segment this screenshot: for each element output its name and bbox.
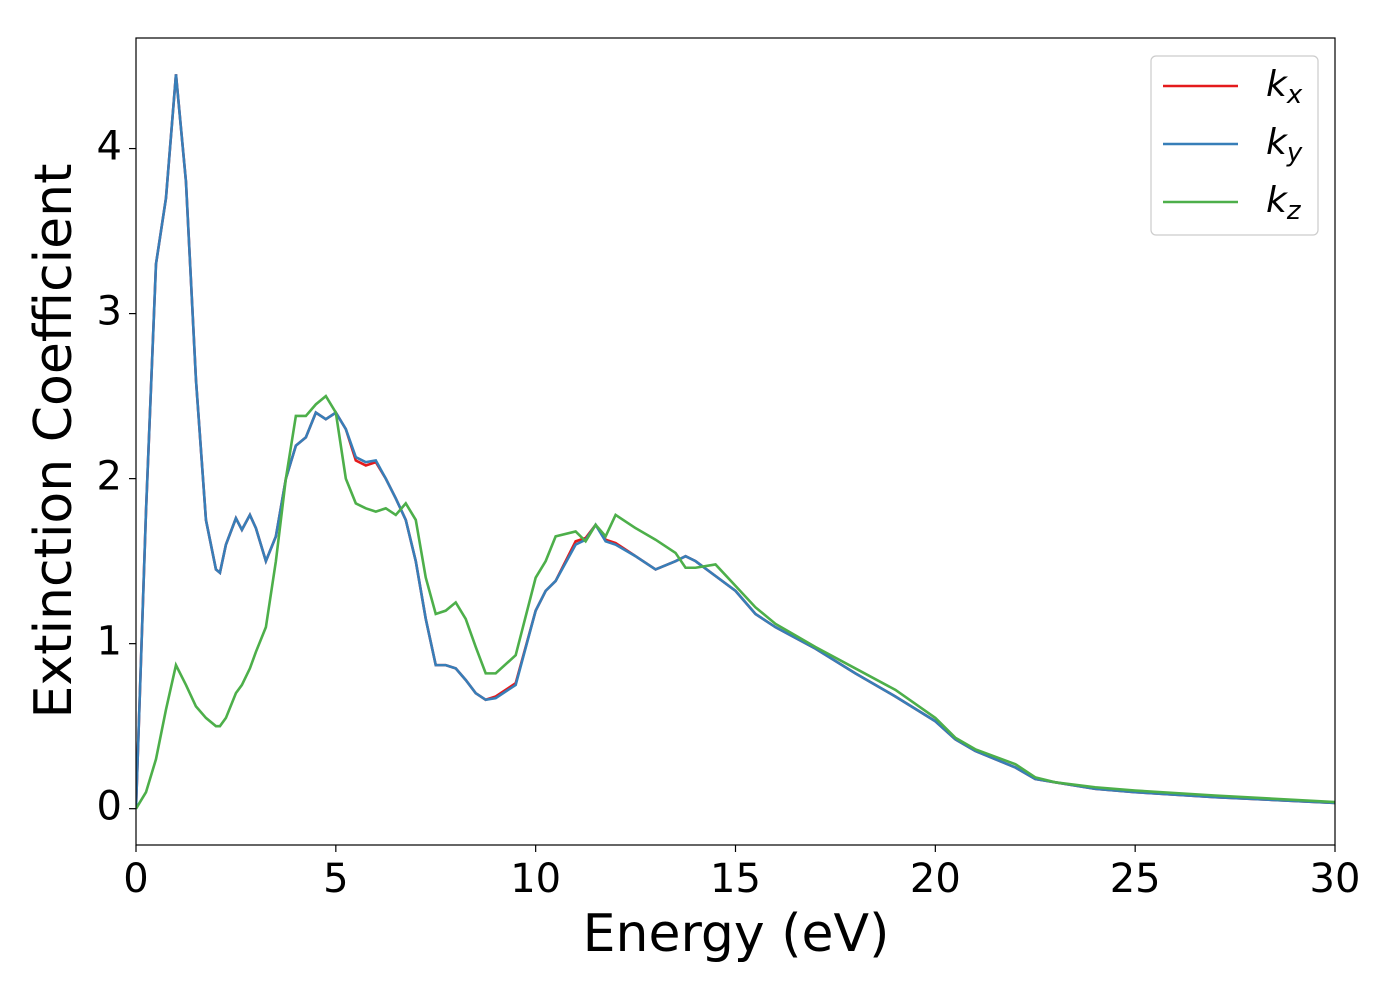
legend-label: kx — [1266, 64, 1303, 110]
x-tick-label: 10 — [510, 856, 561, 902]
y-tick-label: 2 — [97, 454, 122, 500]
plot-frame — [135, 37, 1336, 846]
x-tick-label: 0 — [123, 856, 148, 902]
series-line — [136, 74, 1335, 809]
y-axis-label: Extinction Coefficient — [24, 164, 84, 719]
legend-box — [1150, 55, 1319, 236]
x-tick-label: 15 — [710, 856, 761, 902]
y-tick-label: 3 — [97, 289, 122, 335]
legend-label: ky — [1266, 122, 1303, 168]
series-line — [136, 394, 1335, 810]
x-tick-label: 25 — [1110, 856, 1161, 902]
x-axis-label: Energy (eV) — [583, 904, 890, 964]
x-tick-label: 5 — [323, 856, 348, 902]
y-tick-label: 4 — [97, 124, 122, 170]
y-tick-label: 0 — [97, 784, 122, 830]
legend-label: kz — [1266, 180, 1302, 226]
y-tick-label: 1 — [97, 619, 122, 665]
x-tick-label: 20 — [910, 856, 961, 902]
x-tick-label: 30 — [1310, 856, 1361, 902]
